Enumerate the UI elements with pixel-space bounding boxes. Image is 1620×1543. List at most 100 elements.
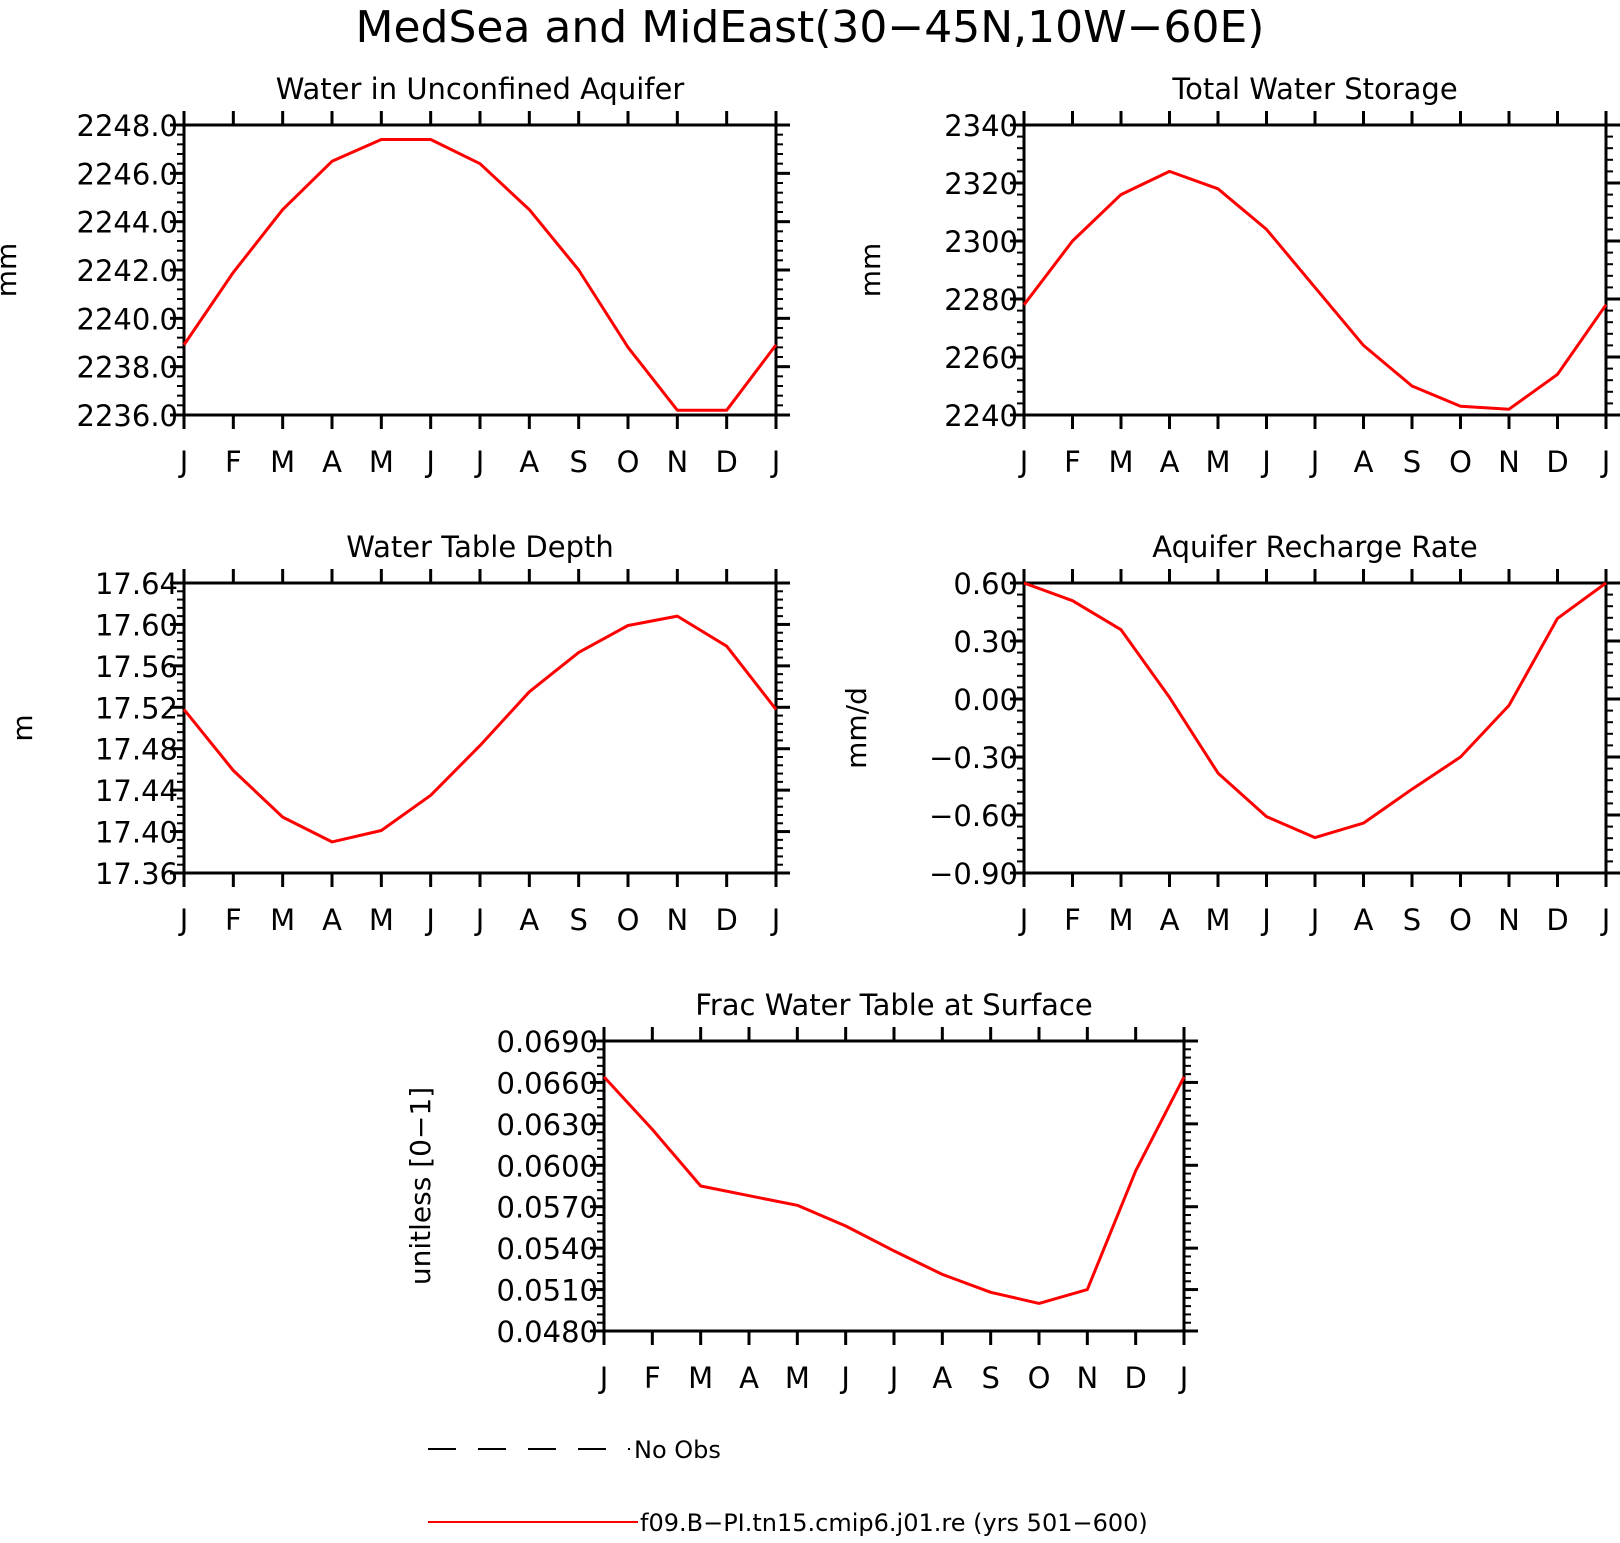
x-tick-label: J [1018,445,1029,479]
x-tick-label: J [474,903,485,937]
x-tick-label: J [178,903,189,937]
panel-title: Water Table Depth [346,530,614,564]
y-tick-label: 0.0630 [497,1108,598,1142]
x-tick-label: A [1354,903,1374,937]
x-tick-label: A [1160,445,1180,479]
x-tick-label: S [1403,445,1421,479]
x-tick-label: N [666,903,688,937]
x-tick-label: F [644,1361,661,1395]
x-tick-label: A [322,445,342,479]
x-tick-label: N [1076,1361,1098,1395]
x-tick-label: J [1260,445,1271,479]
x-tick-label: J [770,445,781,479]
panel-5: Frac Water Table at Surface unitless [0−1… [404,988,1198,1395]
x-tick-label: A [322,903,342,937]
y-tick-label: 17.64 [95,567,178,601]
x-tick-label: J [839,1361,850,1395]
y-tick-label: 0.0570 [497,1191,598,1225]
y-tick-label: 2240.0 [77,302,178,336]
y-axis-label: mm [0,243,23,298]
y-axis-label: mm [854,243,887,298]
y-tick-label: −0.90 [929,857,1018,891]
x-tick-label: J [424,445,435,479]
y-tick-label: 0.0600 [497,1149,598,1183]
x-tick-label: S [569,903,587,937]
x-tick-label: S [1403,903,1421,937]
y-tick-label: 17.36 [95,857,178,891]
x-tick-label: S [981,1361,999,1395]
y-tick-label: 2240 [944,399,1018,433]
x-tick-label: J [178,445,189,479]
plot-frame [602,1039,1186,1333]
y-tick-label: 0.0480 [497,1315,598,1349]
panel-title: Frac Water Table at Surface [695,988,1092,1022]
x-tick-label: D [1546,445,1568,479]
x-tick-label: S [569,445,587,479]
x-tick-label: N [1498,445,1520,479]
y-tick-label: 0.0690 [497,1025,598,1059]
x-tick-label: F [1064,903,1081,937]
x-tick-label: O [1449,445,1472,479]
y-tick-label: 0.30 [953,625,1018,659]
x-tick-label: F [225,903,242,937]
y-tick-label: 17.52 [95,691,178,725]
x-tick-label: O [1028,1361,1051,1395]
y-tick-label: 2242.0 [77,254,178,288]
x-tick-label: M [688,1361,713,1395]
panel-title: Water in Unconfined Aquifer [276,72,685,106]
y-tick-label: 2280 [944,283,1018,317]
y-axis-label: mm/d [840,687,873,769]
x-tick-label: D [1546,903,1568,937]
y-tick-label: 2340 [944,109,1018,143]
x-tick-label: J [770,903,781,937]
x-tick-label: O [617,903,640,937]
series-line [182,138,778,412]
y-tick-label: 17.56 [95,650,178,684]
y-tick-label: 2300 [944,225,1018,259]
y-tick-label: 2238.0 [77,351,178,385]
x-tick-label: O [617,445,640,479]
x-tick-label: J [1309,903,1320,937]
x-tick-label: M [369,445,394,479]
x-tick-label: M [270,445,295,479]
x-tick-label: A [932,1361,952,1395]
panel-title: Total Water Storage [1171,72,1457,106]
x-tick-label: J [1309,445,1320,479]
x-tick-label: J [598,1361,609,1395]
x-tick-label: M [1205,445,1230,479]
x-tick-label: N [1498,903,1520,937]
y-tick-label: 0.60 [953,567,1018,601]
x-tick-label: A [519,445,539,479]
y-tick-label: 2244.0 [77,206,178,240]
series-line [182,614,778,844]
series-line [602,1075,1186,1305]
x-tick-label: D [715,903,737,937]
plot-frame [1022,123,1608,417]
y-tick-label: 2320 [944,167,1018,201]
x-tick-label: F [225,445,242,479]
plot-frame [182,123,778,417]
x-tick-label: J [1260,903,1271,937]
legend-model-label: f09.B−PI.tn15.cmip6.j01.re (yrs 501−600) [640,1509,1148,1537]
x-tick-label: J [1600,903,1611,937]
figure-title: MedSea and MidEast(30−45N,10W−60E) [356,2,1265,53]
y-tick-label: −0.60 [929,799,1018,833]
y-tick-label: 17.48 [95,733,178,767]
x-tick-label: M [1108,903,1133,937]
plot-frame [1022,581,1608,875]
x-tick-label: F [1064,445,1081,479]
legend: No Obs f09.B−PI.tn15.cmip6.j01.re (yrs 5… [428,1436,1148,1537]
x-tick-label: M [1205,903,1230,937]
x-tick-label: J [1600,445,1611,479]
x-tick-label: J [474,445,485,479]
x-tick-label: M [369,903,394,937]
y-tick-label: 17.44 [95,774,178,808]
y-tick-label: 17.60 [95,608,178,642]
y-axis-label: m [6,714,39,741]
y-tick-label: 17.40 [95,816,178,850]
panel-title: Aquifer Recharge Rate [1152,530,1478,564]
x-tick-label: D [715,445,737,479]
